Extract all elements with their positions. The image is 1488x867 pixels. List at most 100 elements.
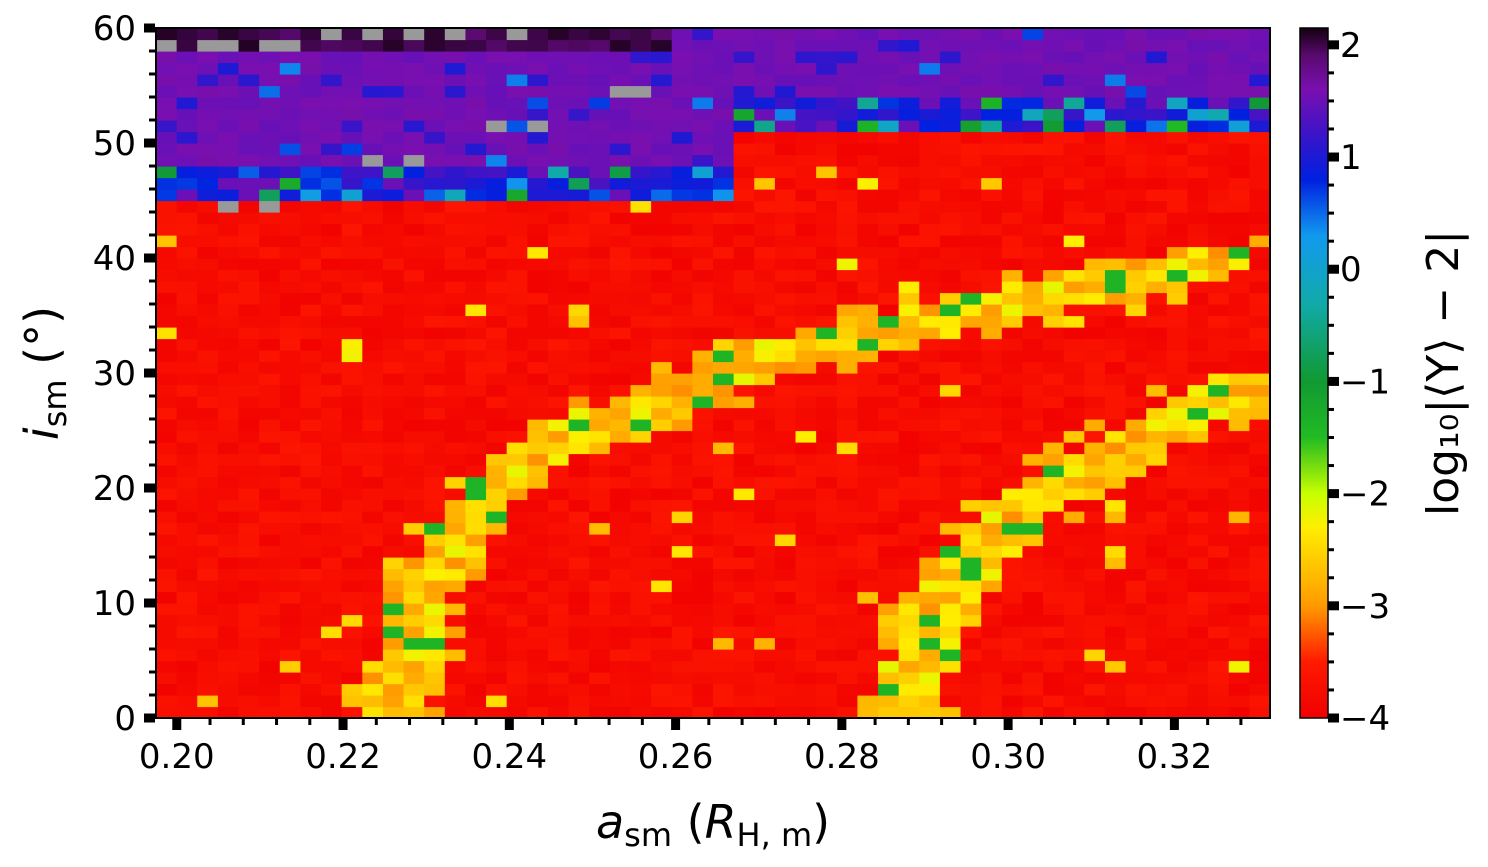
heatmap-cell [465, 534, 487, 547]
heatmap-cell [898, 292, 920, 305]
heatmap-cell [527, 292, 549, 305]
heatmap-cell [465, 373, 487, 386]
heatmap-cell [547, 62, 570, 75]
heatmap-cell [1249, 212, 1271, 225]
heatmap-cell [692, 177, 714, 190]
heatmap-cell [1063, 281, 1085, 294]
heatmap-cell [1043, 154, 1065, 167]
heatmap-cell [321, 683, 343, 696]
heatmap-cell [547, 511, 570, 524]
heatmap-cell [713, 212, 735, 225]
heatmap-cell [836, 108, 859, 121]
heatmap-cell [919, 660, 941, 673]
heatmap-cell [382, 269, 405, 282]
heatmap-cell [1022, 488, 1044, 501]
heatmap-cell [424, 97, 446, 110]
heatmap-cell [176, 672, 198, 685]
heatmap-cell [836, 396, 859, 409]
heatmap-cell [176, 580, 198, 593]
heatmap-cell [795, 246, 817, 259]
heatmap-cell [1001, 315, 1024, 328]
heatmap-cell [919, 292, 941, 305]
heatmap-cell [589, 695, 611, 708]
heatmap-cell [156, 292, 178, 305]
heatmap-cell [1063, 292, 1085, 305]
heatmap-cell [217, 591, 240, 604]
heatmap-cell [238, 706, 260, 719]
heatmap-cell [713, 419, 735, 432]
heatmap-cell [424, 327, 446, 340]
heatmap-cell [444, 85, 467, 98]
heatmap-cell [609, 442, 632, 455]
heatmap-cell [981, 591, 1003, 604]
heatmap-cell [1022, 235, 1044, 248]
heatmap-cell [939, 269, 962, 282]
colorbar-label: log₁₀|⟨Y⟩ − 2| [1418, 230, 1469, 516]
heatmap-cell [857, 430, 879, 443]
heatmap-cell [733, 522, 755, 535]
heatmap-cell [424, 545, 446, 558]
heatmap-cell [1249, 534, 1271, 547]
heatmap-cell [898, 430, 920, 443]
heatmap-cell [424, 223, 446, 236]
heatmap-cell [857, 235, 879, 248]
heatmap-cell [238, 603, 260, 616]
heatmap-cell [878, 637, 900, 650]
heatmap-cell [341, 384, 363, 397]
heatmap-cell [1063, 154, 1085, 167]
heatmap-cell [1043, 591, 1065, 604]
heatmap-cell [341, 327, 363, 340]
heatmap-cell [1104, 304, 1127, 317]
heatmap-cell [465, 235, 487, 248]
heatmap-cell [279, 580, 302, 593]
heatmap-cell [857, 200, 879, 213]
heatmap-cell [857, 591, 879, 604]
heatmap-cell [300, 223, 322, 236]
heatmap-cell [465, 281, 487, 294]
heatmap-cell [382, 235, 405, 248]
heatmap-cell [527, 338, 549, 351]
heatmap-cell [1228, 683, 1250, 696]
heatmap-cell [547, 614, 570, 627]
heatmap-cell [816, 476, 838, 489]
heatmap-cell [197, 304, 219, 317]
heatmap-cell [774, 591, 797, 604]
heatmap-cell [217, 660, 240, 673]
heatmap-cell [1208, 706, 1230, 719]
heatmap-cell [878, 62, 900, 75]
heatmap-cell [1228, 626, 1250, 639]
heatmap-cell [1187, 660, 1209, 673]
heatmap-cell [1001, 649, 1024, 662]
heatmap-cell [465, 683, 487, 696]
heatmap-cell [651, 304, 673, 317]
heatmap-cell [1022, 580, 1044, 593]
heatmap-cell [816, 39, 838, 52]
heatmap-cell [1022, 614, 1044, 627]
heatmap-cell [671, 327, 693, 340]
heatmap-cell [671, 591, 693, 604]
heatmap-cell [486, 97, 508, 110]
heatmap-cell [836, 430, 859, 443]
heatmap-cell [568, 258, 590, 271]
heatmap-cell [754, 143, 776, 156]
heatmap-cell [1001, 269, 1024, 282]
heatmap-cell [300, 304, 322, 317]
heatmap-cell [671, 626, 693, 639]
heatmap-cell [197, 154, 219, 167]
heatmap-cell [795, 672, 817, 685]
heatmap-cell [939, 292, 962, 305]
heatmap-cell [321, 476, 343, 489]
heatmap-cell [1249, 614, 1271, 627]
heatmap-cell [939, 304, 962, 317]
heatmap-cell [1166, 660, 1189, 673]
heatmap-cell [939, 396, 962, 409]
heatmap-cell [1084, 189, 1106, 202]
heatmap-cell [176, 442, 198, 455]
heatmap-cell [465, 143, 487, 156]
heatmap-cell [960, 557, 982, 570]
heatmap-cell [1043, 269, 1065, 282]
heatmap-cell [795, 649, 817, 662]
heatmap-cell [1249, 327, 1271, 340]
heatmap-cell [547, 384, 570, 397]
heatmap-cell [733, 361, 755, 374]
